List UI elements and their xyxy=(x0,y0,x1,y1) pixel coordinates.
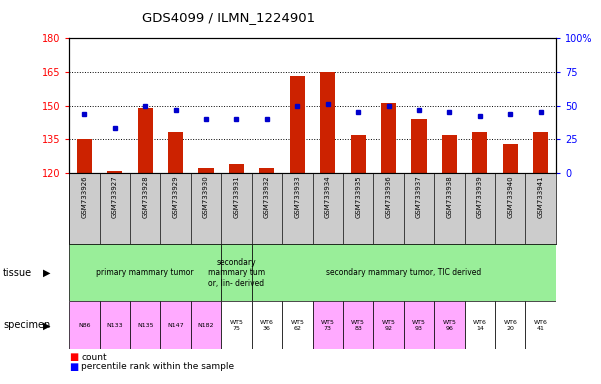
Text: GSM733927: GSM733927 xyxy=(112,175,118,218)
Text: ■: ■ xyxy=(69,362,78,372)
Bar xyxy=(434,173,465,244)
Bar xyxy=(434,301,465,349)
Text: WT6
36: WT6 36 xyxy=(260,320,274,331)
Bar xyxy=(313,173,343,244)
Bar xyxy=(282,301,313,349)
Text: WT5
93: WT5 93 xyxy=(412,320,426,331)
Text: ▶: ▶ xyxy=(43,268,50,278)
Bar xyxy=(313,301,343,349)
Bar xyxy=(465,301,495,349)
Bar xyxy=(229,164,244,173)
Text: specimen: specimen xyxy=(3,320,50,331)
Text: GSM733932: GSM733932 xyxy=(264,175,270,218)
Bar xyxy=(100,301,130,349)
Text: WT6
41: WT6 41 xyxy=(534,320,548,331)
Text: percentile rank within the sample: percentile rank within the sample xyxy=(81,362,234,371)
Text: N86: N86 xyxy=(78,323,91,328)
Bar xyxy=(442,135,457,173)
Text: WT5
92: WT5 92 xyxy=(382,320,395,331)
Text: GSM733938: GSM733938 xyxy=(447,175,453,218)
Bar xyxy=(404,173,435,244)
Bar xyxy=(373,173,404,244)
Bar xyxy=(495,173,525,244)
Text: primary mammary tumor: primary mammary tumor xyxy=(96,268,194,277)
Bar xyxy=(168,132,183,173)
Bar xyxy=(191,301,221,349)
Bar xyxy=(100,173,130,244)
Bar xyxy=(533,132,548,173)
Bar xyxy=(77,139,92,173)
Bar xyxy=(412,119,427,173)
Bar xyxy=(502,144,518,173)
Text: GSM733935: GSM733935 xyxy=(355,175,361,218)
Text: WT5
73: WT5 73 xyxy=(321,320,335,331)
Bar xyxy=(525,301,556,349)
Text: WT6
14: WT6 14 xyxy=(473,320,487,331)
Text: WT5
83: WT5 83 xyxy=(351,320,365,331)
Text: N133: N133 xyxy=(106,323,123,328)
Bar xyxy=(221,244,252,301)
Bar xyxy=(343,173,373,244)
Bar xyxy=(69,244,221,301)
Text: count: count xyxy=(81,353,107,362)
Bar xyxy=(525,173,556,244)
Bar xyxy=(252,173,282,244)
Bar xyxy=(160,173,191,244)
Bar xyxy=(465,173,495,244)
Text: GSM733936: GSM733936 xyxy=(386,175,392,218)
Bar xyxy=(198,168,213,173)
Text: N135: N135 xyxy=(137,323,153,328)
Bar xyxy=(290,76,305,173)
Bar xyxy=(472,132,487,173)
Text: GDS4099 / ILMN_1224901: GDS4099 / ILMN_1224901 xyxy=(142,12,315,25)
Bar xyxy=(404,301,435,349)
Text: WT5
62: WT5 62 xyxy=(290,320,304,331)
Text: ■: ■ xyxy=(69,352,78,362)
Text: secondary
mammary tum
or, lin- derived: secondary mammary tum or, lin- derived xyxy=(208,258,265,288)
Text: GSM733928: GSM733928 xyxy=(142,175,148,218)
Bar xyxy=(130,173,160,244)
Bar xyxy=(191,173,221,244)
Text: GSM733941: GSM733941 xyxy=(538,175,544,218)
Bar xyxy=(373,301,404,349)
Bar xyxy=(343,301,373,349)
Text: tissue: tissue xyxy=(3,268,32,278)
Text: GSM733940: GSM733940 xyxy=(507,175,513,218)
Text: WT5
75: WT5 75 xyxy=(230,320,243,331)
Bar xyxy=(252,244,556,301)
Text: GSM733937: GSM733937 xyxy=(416,175,422,218)
Text: GSM733930: GSM733930 xyxy=(203,175,209,218)
Bar xyxy=(107,170,123,173)
Text: GSM733929: GSM733929 xyxy=(172,175,178,218)
Bar xyxy=(381,103,396,173)
Text: WT5
96: WT5 96 xyxy=(442,320,456,331)
Text: N182: N182 xyxy=(198,323,215,328)
Bar xyxy=(350,135,366,173)
Bar xyxy=(130,301,160,349)
Bar xyxy=(221,173,252,244)
Bar xyxy=(69,173,100,244)
Bar xyxy=(252,301,282,349)
Bar xyxy=(495,301,525,349)
Text: GSM733933: GSM733933 xyxy=(294,175,300,218)
Bar xyxy=(282,173,313,244)
Text: GSM733934: GSM733934 xyxy=(325,175,331,218)
Text: N147: N147 xyxy=(167,323,184,328)
Text: WT6
20: WT6 20 xyxy=(504,320,517,331)
Bar xyxy=(69,301,100,349)
Bar xyxy=(320,72,335,173)
Text: GSM733926: GSM733926 xyxy=(81,175,87,218)
Bar xyxy=(221,301,252,349)
Text: GSM733931: GSM733931 xyxy=(233,175,239,218)
Bar xyxy=(138,108,153,173)
Text: GSM733939: GSM733939 xyxy=(477,175,483,218)
Text: secondary mammary tumor, TIC derived: secondary mammary tumor, TIC derived xyxy=(326,268,481,277)
Text: ▶: ▶ xyxy=(43,320,50,331)
Bar xyxy=(160,301,191,349)
Bar xyxy=(259,168,275,173)
